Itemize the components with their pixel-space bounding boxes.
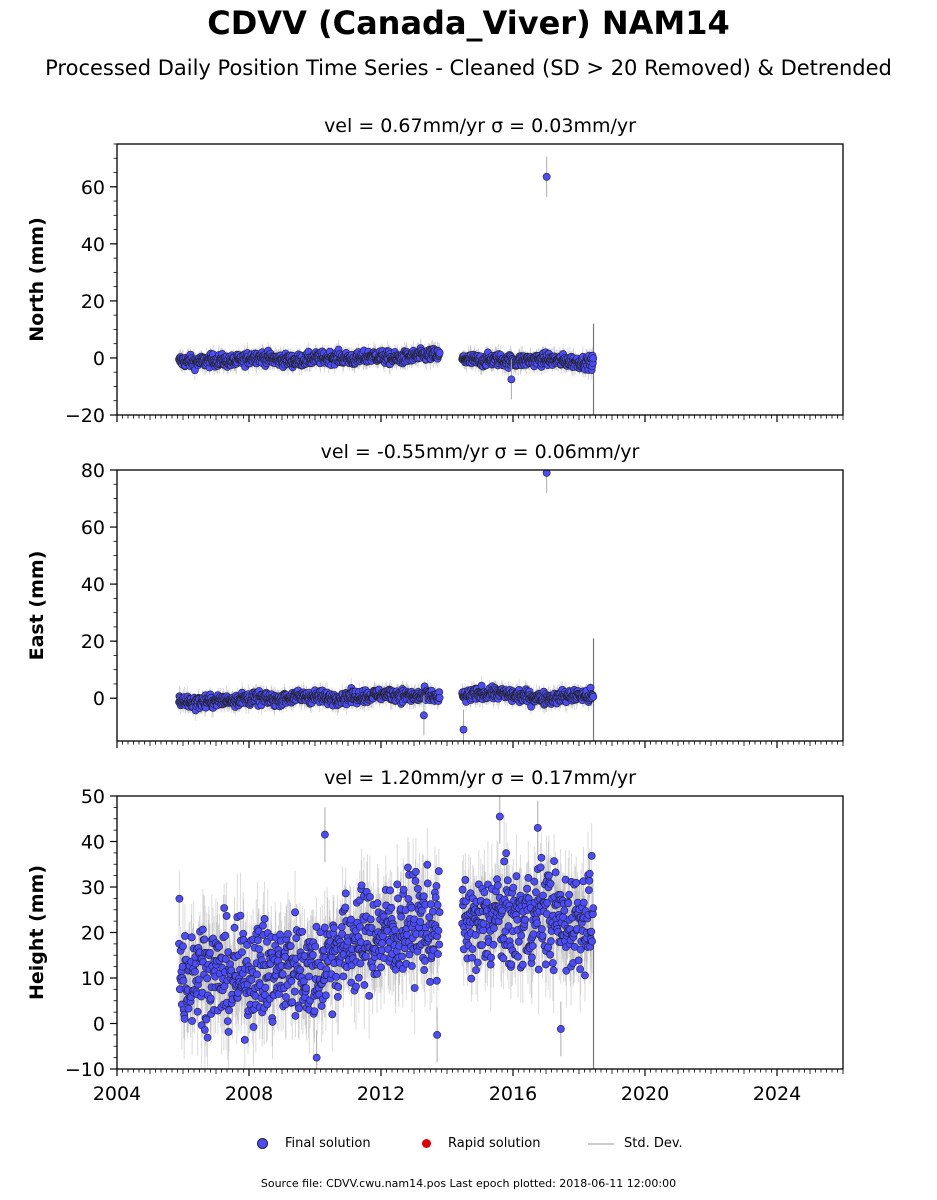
figure-title: CDVV (Canada_Viver) NAM14 [207, 4, 730, 42]
panel-title: vel = -0.55mm/yr σ = 0.06mm/yr [321, 441, 640, 463]
panel-2-data [175, 470, 598, 741]
y-tick-label: 60 [81, 517, 105, 539]
y-tick-label: 80 [81, 460, 105, 482]
y-axis-label: North (mm) [26, 217, 48, 342]
data-point [589, 354, 598, 363]
y-tick-label: 40 [81, 574, 105, 596]
y-tick-label: −20 [65, 405, 105, 427]
outlier-point [542, 470, 551, 477]
y-tick-label: 20 [81, 631, 105, 653]
y-axis-label: East (mm) [26, 551, 48, 661]
y-tick-label: 40 [81, 234, 105, 256]
time-series-panels: −20 0 20 40 60 vel = 0.67mm/yr σ = 0.03mm/yr N… [26, 115, 844, 1105]
y-tick-label: 0 [93, 688, 105, 710]
outlier-point [507, 375, 516, 384]
panel-3-data [175, 796, 598, 1069]
figure-subtitle: Processed Daily Position Time Series - C… [45, 56, 892, 80]
panel-title: vel = 0.67mm/yr σ = 0.03mm/yr [324, 115, 636, 137]
panel-2: 0 20 40 60 80 vel = -0.55mm/yr σ = 0.06mm/yr E… [26, 441, 844, 748]
y-tick-label: 0 [93, 348, 105, 370]
panel-3: 2004 2008 2012 2016 2020 2024−1001020304050ve… [26, 767, 844, 1105]
outlier-point [459, 725, 468, 734]
data-point [435, 693, 444, 702]
outlier-point [542, 172, 551, 181]
y-tick-label: 20 [81, 291, 105, 313]
data-point [435, 348, 444, 357]
plot-frame [116, 143, 844, 416]
panel-1: −20 0 20 40 60 vel = 0.67mm/yr σ = 0.03mm/yr N… [26, 115, 844, 427]
y-tick-label: 60 [81, 177, 105, 199]
panel-1-data [175, 156, 598, 415]
data-point [589, 692, 598, 701]
outlier-point [419, 711, 428, 720]
data-point [477, 681, 486, 690]
